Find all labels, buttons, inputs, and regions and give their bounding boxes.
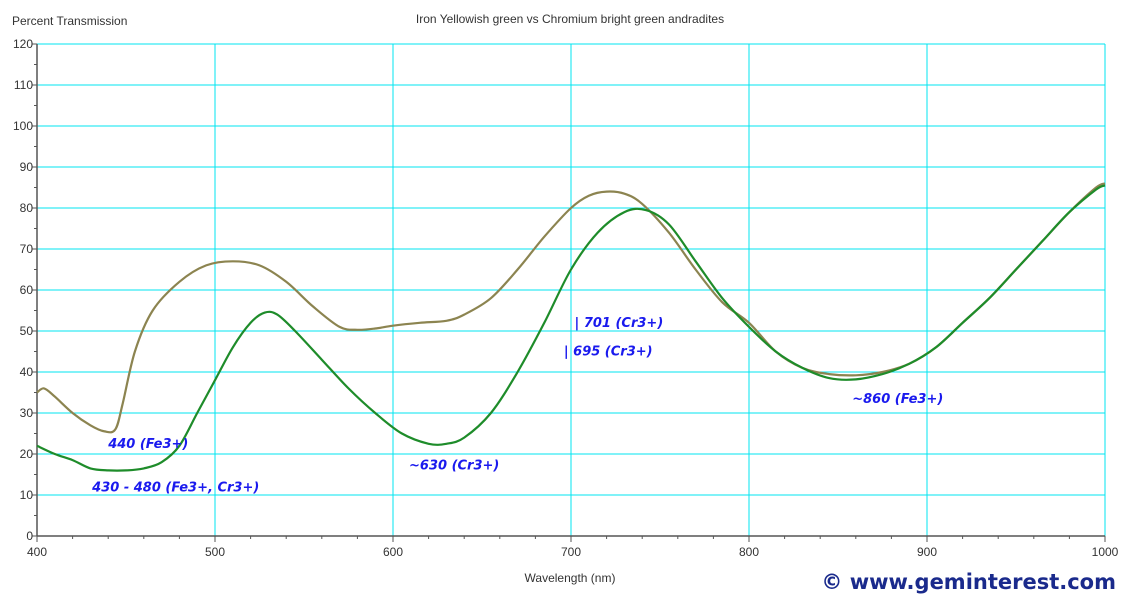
y-tick-label: 50: [20, 324, 34, 338]
annotation-label: ~860 (Fe3+): [852, 392, 943, 407]
y-tick-label: 10: [20, 488, 34, 502]
y-tick-label: 0: [26, 529, 33, 543]
y-tick-label: 40: [20, 365, 34, 379]
annotation-label: 440 (Fe3+): [107, 437, 188, 452]
copyright-text: © www.geminterest.com: [821, 570, 1116, 594]
y-tick-label: 30: [20, 406, 34, 420]
annotation-label: 430 - 480 (Fe3+, Cr3+): [91, 481, 259, 496]
x-tick-label: 400: [27, 545, 47, 559]
tick-labels: 0 10 20 30 40 50 60 70 80 90 100 110 120 400 500 600 700…: [13, 37, 1119, 559]
x-tick-label: 600: [383, 545, 403, 559]
x-tick-label: 900: [917, 545, 937, 559]
y-tick-label: 70: [20, 242, 34, 256]
chart-title: Iron Yellowish green vs Chromium bright …: [416, 12, 724, 26]
y-tick-label: 100: [13, 119, 33, 133]
y-tick-label: 90: [20, 160, 34, 174]
annotation-label: | 695 (Cr3+): [564, 345, 653, 360]
x-tick-label: 500: [205, 545, 225, 559]
y-axis-title: Percent Transmission: [12, 14, 127, 28]
series-line-2: [36, 184, 1106, 472]
x-tick-label: 700: [561, 545, 581, 559]
y-tick-label: 20: [20, 447, 34, 461]
annotations: 440 (Fe3+) 430 - 480 (Fe3+, Cr3+) ~630 (Cr…: [91, 316, 943, 496]
y-tick-label: 60: [20, 283, 34, 297]
annotation-label: ~630 (Cr3+): [409, 459, 499, 474]
series-lines: [36, 182, 1106, 472]
annotation-label: | 701 (Cr3+): [575, 316, 664, 331]
y-tick-label: 120: [13, 37, 33, 51]
y-tick-label: 110: [14, 78, 33, 92]
axes: [32, 43, 1106, 542]
x-tick-label: 800: [739, 545, 759, 559]
grid-lines: [37, 43, 1106, 536]
y-tick-label: 80: [20, 201, 34, 215]
x-tick-label: 1000: [1092, 545, 1119, 559]
x-axis-title: Wavelength (nm): [525, 571, 616, 585]
